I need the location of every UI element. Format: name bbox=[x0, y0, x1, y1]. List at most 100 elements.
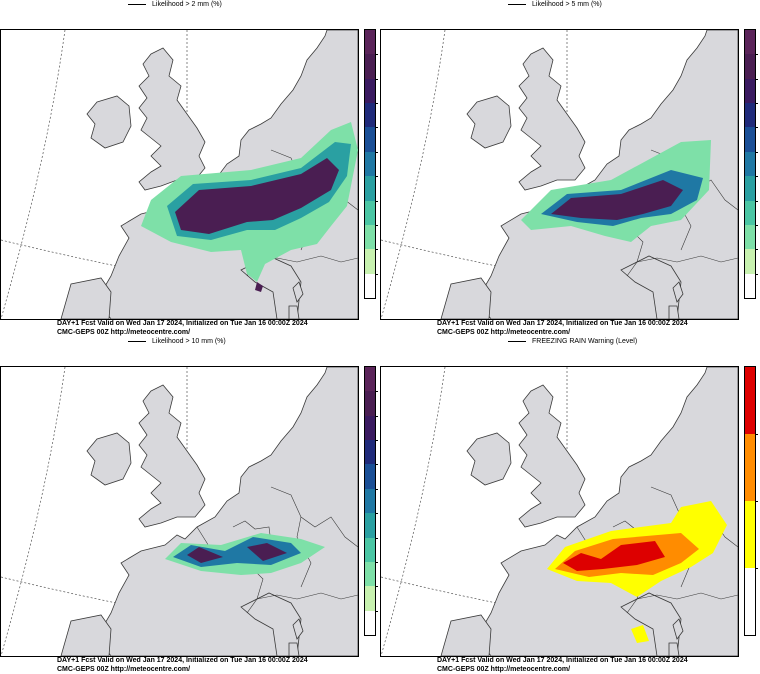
field-contour bbox=[631, 625, 649, 643]
colorbar-tickmark bbox=[375, 537, 378, 539]
colorbar-segment bbox=[365, 537, 375, 562]
colorbar: 1102030405060708090 bbox=[364, 29, 387, 299]
colorbar-segment bbox=[745, 151, 755, 177]
landmass bbox=[288, 305, 300, 319]
colorbar-segment bbox=[745, 30, 755, 55]
field-contour bbox=[247, 543, 287, 561]
colorbar: 1610 bbox=[744, 366, 758, 636]
colorbar-tickmark bbox=[375, 103, 378, 105]
colorbar-tickmark bbox=[755, 273, 758, 275]
country-border bbox=[270, 486, 358, 548]
colorbar-tickmark bbox=[375, 488, 378, 490]
landmass bbox=[466, 432, 512, 486]
colorbar-segment bbox=[365, 415, 375, 441]
colorbar-segment bbox=[365, 127, 375, 152]
colorbar-tickmark bbox=[755, 434, 758, 435]
caption-valid: DAY+1 Fcst Valid on Wed Jan 17 2024, Ini… bbox=[437, 320, 688, 327]
precipitation-field bbox=[165, 533, 325, 575]
colorbar-segment bbox=[365, 464, 375, 489]
colorbar-segment bbox=[365, 224, 375, 250]
caption-source: CMC-GEPS 00Z http://meteocentre.com/ bbox=[57, 666, 191, 673]
caption-source: CMC-GEPS 00Z http://meteocentre.com/ bbox=[437, 666, 571, 673]
landmass bbox=[668, 642, 680, 656]
colorbar-segment bbox=[365, 488, 375, 514]
colorbar-segment bbox=[745, 273, 755, 298]
landmass bbox=[518, 384, 586, 528]
colorbar-tickmark bbox=[375, 151, 378, 153]
landmass bbox=[620, 592, 682, 656]
caption-source: CMC-GEPS 00Z http://meteocentre.com/ bbox=[437, 329, 571, 336]
colorbar-segment bbox=[745, 78, 755, 104]
colorbar-segment bbox=[745, 127, 755, 152]
colorbar-segment bbox=[365, 78, 375, 104]
colorbar-tickmark bbox=[755, 54, 758, 56]
colorbar-segment bbox=[745, 568, 755, 635]
caption-valid: DAY+1 Fcst Valid on Wed Jan 17 2024, Ini… bbox=[57, 320, 308, 327]
colorbar-segment bbox=[745, 224, 755, 250]
colorbar-segment bbox=[365, 513, 375, 538]
landmass bbox=[138, 384, 206, 528]
colorbar-segment bbox=[745, 200, 755, 225]
colorbar-tickmark bbox=[755, 78, 758, 80]
colorbar-tickmark bbox=[755, 249, 758, 251]
colorbar-tickmark bbox=[375, 249, 378, 251]
longitude-line bbox=[1, 367, 66, 656]
landmass bbox=[440, 614, 492, 656]
colorbar-tickmark bbox=[375, 273, 378, 275]
landmass bbox=[288, 642, 300, 656]
colorbar-tickmark bbox=[375, 54, 378, 56]
panel-title: Likelihood > 2 mm (%) bbox=[128, 0, 222, 10]
colorbar: 1102030405060708090 bbox=[744, 29, 758, 299]
precipitation-field bbox=[141, 122, 358, 292]
colorbar-tickmark bbox=[755, 224, 758, 226]
colorbar-tickmark bbox=[375, 610, 378, 612]
colorbar-tickmark bbox=[375, 78, 378, 80]
field-contour bbox=[187, 547, 223, 563]
colorbar-segment bbox=[745, 54, 755, 79]
panel-precip-2mm: Likelihood > 2 mm (%) 110203040506070809… bbox=[0, 0, 387, 337]
landmass bbox=[292, 618, 304, 640]
landmass bbox=[620, 255, 682, 319]
colorbar-tickmark bbox=[755, 200, 758, 202]
landmass bbox=[476, 30, 738, 319]
colorbar-tickmark bbox=[755, 127, 758, 129]
colorbar-tickmark bbox=[755, 176, 758, 178]
field-contour bbox=[255, 282, 263, 292]
colorbar-segment bbox=[365, 30, 375, 55]
map-area bbox=[0, 29, 359, 320]
colorbar-segment bbox=[365, 176, 375, 201]
landmass bbox=[672, 618, 684, 640]
panel-title: Likelihood > 10 mm (%) bbox=[128, 337, 226, 347]
landmass bbox=[240, 592, 302, 656]
colorbar-segment bbox=[365, 610, 375, 635]
colorbar-tickmark bbox=[375, 464, 378, 466]
country-border bbox=[636, 592, 738, 600]
landmass bbox=[138, 47, 206, 191]
colorbar-tickmark bbox=[375, 586, 378, 588]
colorbar-segment bbox=[745, 367, 755, 434]
colorbar-segment bbox=[365, 151, 375, 177]
caption-valid: DAY+1 Fcst Valid on Wed Jan 17 2024, Ini… bbox=[437, 657, 688, 664]
landmass bbox=[86, 432, 132, 486]
landmass bbox=[96, 367, 358, 656]
panel-title: FREEZING RAIN Warning (Level) bbox=[508, 337, 637, 347]
colorbar-tickmark bbox=[755, 103, 758, 105]
panel-precip-5mm: Likelihood > 5 mm (%) 110203040506070809… bbox=[380, 0, 760, 337]
field-contour bbox=[551, 180, 683, 220]
panel-title: Likelihood > 5 mm (%) bbox=[508, 0, 602, 10]
colorbar-segment bbox=[745, 501, 755, 568]
field-contour bbox=[563, 541, 665, 571]
colorbar-segment bbox=[365, 200, 375, 225]
colorbar-segment bbox=[365, 54, 375, 79]
colorbar-tickmark bbox=[755, 568, 758, 569]
map-area bbox=[380, 29, 739, 320]
colorbar-tickmark bbox=[375, 176, 378, 178]
colorbar-segment bbox=[745, 434, 755, 501]
colorbar-segment bbox=[365, 391, 375, 416]
landmass bbox=[466, 95, 512, 149]
field-contour bbox=[175, 158, 339, 234]
colorbar-segment bbox=[365, 440, 375, 465]
colorbar-segment bbox=[745, 176, 755, 201]
landmass bbox=[60, 614, 112, 656]
landmass bbox=[86, 95, 132, 149]
